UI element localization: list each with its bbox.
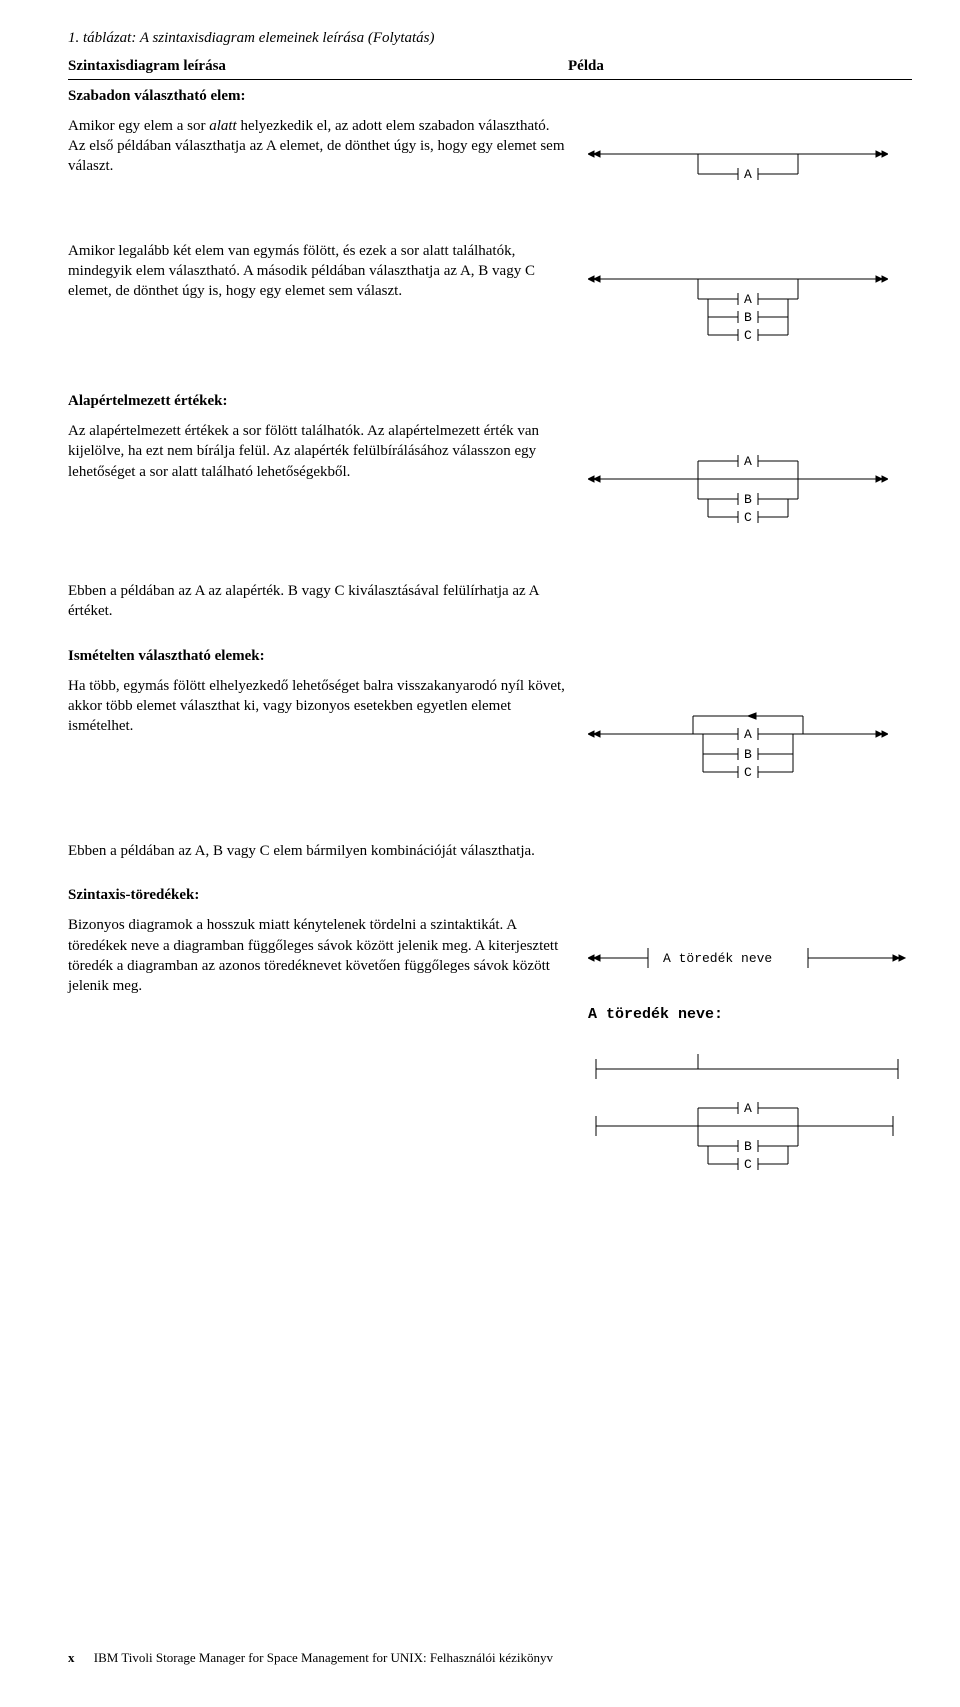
diagram-fragment: A töredék neve A töredék neve: (588, 915, 912, 1209)
lbl-c: C (744, 328, 752, 343)
row-repeat-note: Ebben a példában az A, B vagy C elem bár… (68, 841, 912, 871)
diagram-defaults: A B C (588, 421, 912, 567)
diagram-optional-multi: A B C (588, 241, 912, 377)
footer-text: IBM Tivoli Storage Manager for Space Man… (94, 1650, 553, 1665)
subhead-fragments: Szintaxis-töredékek: (68, 885, 912, 905)
desc-defaults: Az alapértelmezett értékek a sor fölött … (68, 421, 588, 567)
diagram-optional-single: A (588, 116, 912, 227)
fragment-header: A töredék neve: (588, 1007, 912, 1022)
row-fragments: Bizonyos diagramok a hosszuk miatt kényt… (68, 915, 912, 1209)
table-title: 1. táblázat: A szintaxisdiagram elemeine… (68, 28, 912, 48)
lbl-c3: C (744, 765, 752, 780)
subhead-repeat: Ismételten választható elemek: (68, 646, 912, 666)
col-header-left: Szintaxisdiagram leírása (68, 56, 568, 76)
desc-optional-single: Amikor egy elem a sor alatt helyezkedik … (68, 116, 588, 227)
fragment-inline-label: A töredék neve (663, 951, 772, 966)
diagram-repeat: A B C (588, 676, 912, 827)
lbl-b3: B (744, 747, 752, 762)
lbl-b: B (744, 310, 752, 325)
row-optional-single: Amikor egy elem a sor alatt helyezkedik … (68, 116, 912, 227)
lbl-a3: A (744, 727, 752, 742)
column-headers: Szintaxisdiagram leírása Példa (68, 56, 912, 79)
desc-fragments: Bizonyos diagramok a hosszuk miatt kényt… (68, 915, 588, 1209)
lbl-b2: B (744, 492, 752, 507)
row-defaults: Az alapértelmezett értékek a sor fölött … (68, 421, 912, 567)
col-header-right: Példa (568, 56, 912, 76)
lbl-a2: A (744, 454, 752, 469)
page-number: x (68, 1650, 75, 1665)
lbl-a4: A (744, 1101, 752, 1116)
desc-defaults-note: Ebben a példában az A az alapérték. B va… (68, 581, 568, 622)
page-footer: x IBM Tivoli Storage Manager for Space M… (68, 1649, 912, 1667)
lbl-c2: C (744, 510, 752, 525)
subhead-defaults: Alapértelmezett értékek: (68, 391, 912, 411)
desc-optional-multi: Amikor legalább két elem van egymás fölö… (68, 241, 588, 377)
lbl-c4: C (744, 1157, 752, 1172)
row-optional-multi: Amikor legalább két elem van egymás fölö… (68, 241, 912, 377)
row-defaults-note: Ebben a példában az A az alapérték. B va… (68, 581, 912, 632)
row-repeat: Ha több, egymás fölött elhelyezkedő lehe… (68, 676, 912, 827)
lbl-a: A (744, 292, 752, 307)
lbl-b4: B (744, 1139, 752, 1154)
diagram-label-a: A (744, 167, 752, 182)
subhead-optional: Szabadon választható elem: (68, 86, 912, 106)
desc-repeat: Ha több, egymás fölött elhelyezkedő lehe… (68, 676, 588, 827)
desc-repeat-note: Ebben a példában az A, B vagy C elem bár… (68, 841, 568, 861)
